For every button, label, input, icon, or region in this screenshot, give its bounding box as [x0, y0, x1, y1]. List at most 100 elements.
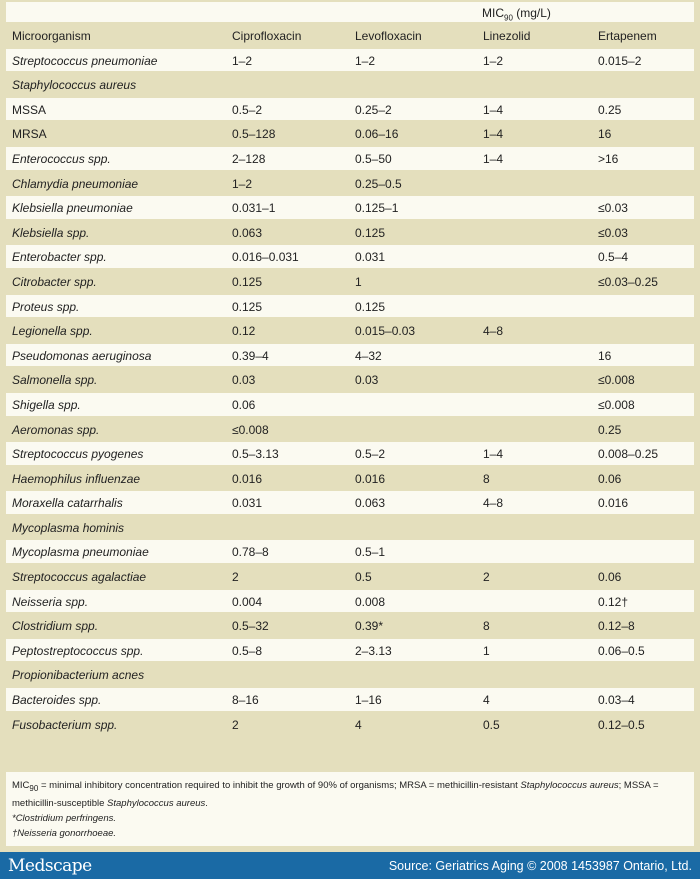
mic-value: 0.5 [355, 570, 372, 585]
mic-value: 0.063 [355, 496, 386, 511]
organism-name: Pseudomonas aeruginosa [12, 348, 152, 363]
mic-value: 0.12 [232, 324, 256, 339]
table-row: Proteus spp. 0.125 0.125 [6, 294, 694, 318]
mic-value: 0.03 [355, 373, 379, 388]
table-row: Neisseria spp. 0.004 0.008 0.12† [6, 589, 694, 613]
mic-value: 1–2 [232, 53, 253, 68]
organism-name: Moraxella catarrhalis [12, 496, 123, 511]
mic-value: 0.125–1 [355, 201, 399, 216]
mic-value: 0.25–2 [355, 102, 392, 117]
organism-name: Klebsiella pneumoniae [12, 201, 133, 216]
organism-name: Aeromonas spp. [12, 422, 100, 437]
mic-value: 0.06 [598, 570, 622, 585]
table-row: MRSA 0.5–128 0.06–16 1–4 16 [6, 122, 694, 145]
mic-value: 0.063 [232, 225, 263, 240]
mic-value: 0.031 [355, 250, 386, 265]
mic-value: 1–4 [483, 151, 504, 166]
organism-name: Fusobacterium spp. [12, 717, 118, 732]
table-row: Moraxella catarrhalis 0.031 0.063 4–8 0.016 [6, 491, 694, 514]
organism-name: Neisseria spp. [12, 594, 89, 609]
mic-value: 0.39–4 [232, 348, 269, 363]
mic-value: 0.008–0.25 [598, 447, 659, 462]
mic-value: 0.06–16 [355, 127, 399, 142]
mic-value: 0.5–2 [355, 447, 386, 462]
mic-value: 1–16 [355, 693, 382, 708]
organism-name: Peptostreptococcus spp. [12, 643, 144, 658]
organism-name: MRSA [12, 127, 47, 142]
mic-value: 0.015–2 [598, 53, 642, 68]
medscape-logo[interactable]: Medscape [8, 856, 92, 876]
mic-value: 0.016–0.031 [232, 250, 299, 265]
col-header: Linezolid [483, 29, 531, 43]
mic-value: 0.5–1 [355, 545, 386, 560]
mic-value: 0.5–50 [355, 151, 392, 166]
table-row: Enterococcus spp. 2–128 0.5–50 1–4 >16 [6, 146, 694, 170]
table-row: Staphylococcus aureus [6, 73, 694, 96]
mic-value: 0.06 [232, 397, 256, 412]
organism-name: Bacteroides spp. [12, 693, 102, 708]
mic-value: 1–2 [355, 53, 376, 68]
mic-value: 0.03–4 [598, 693, 635, 708]
organism-name: Mycoplasma pneumoniae [12, 545, 149, 560]
organism-name: Shigella spp. [12, 397, 81, 412]
table-row: Shigella spp. 0.06 ≤0.008 [6, 392, 694, 416]
mic-value: 0.031 [232, 496, 263, 511]
mic-value: 1–4 [483, 447, 504, 462]
organism-name: Enterococcus spp. [12, 151, 111, 166]
organism-name: Klebsiella spp. [12, 225, 90, 240]
table-row: Bacteroides spp. 8–16 1–16 4 0.03–4 [6, 688, 694, 711]
mic-value: 0.125 [232, 299, 263, 314]
mic-value: 0.78–8 [232, 545, 269, 560]
footnote-asterisk: *Clostridium perfringens. [12, 812, 117, 824]
table-row: Legionella spp. 0.12 0.015–0.03 4–8 [6, 319, 694, 342]
mic-value: ≤0.03 [598, 225, 628, 240]
table-row: Salmonella spp. 0.03 0.03 ≤0.008 [6, 368, 694, 391]
mic-value: 0.125 [355, 225, 386, 240]
mic-value: 0.12–0.5 [598, 717, 645, 732]
mic-value: 0.25–0.5 [355, 176, 402, 191]
column-header-row: Microorganism Ciprofloxacin Levofloxacin… [6, 24, 694, 47]
organism-name: Enterobacter spp. [12, 250, 107, 265]
table-row: Aeromonas spp. ≤0.008 0.25 [6, 418, 694, 441]
mic-value: 0.016 [598, 496, 629, 511]
footnotes: MIC90 = minimal inhibitory concentration… [6, 772, 694, 846]
table-row: Haemophilus influenzae 0.016 0.016 8 0.06 [6, 467, 694, 490]
organism-name: Haemophilus influenzae [12, 471, 141, 486]
mic-table: MIC90 (mg/L) Microorganism Ciprofloxacin… [6, 2, 694, 732]
organism-name: Streptococcus pneumoniae [12, 53, 158, 68]
mic-value: 1–2 [232, 176, 253, 191]
table-row: MSSA 0.5–2 0.25–2 1–4 0.25 [6, 97, 694, 121]
mic-value: 16 [598, 127, 612, 142]
table-row: Mycoplasma pneumoniae 0.78–8 0.5–1 [6, 540, 694, 564]
table-row: Klebsiella pneumoniae 0.031–1 0.125–1 ≤0.03 [6, 196, 694, 219]
mic-value: 8 [483, 471, 490, 486]
mic-value: 0.5 [483, 717, 500, 732]
organism-name: Propionibacterium acnes [12, 668, 145, 683]
organism-name: MSSA [12, 102, 47, 117]
mic-value: 0.004 [232, 594, 263, 609]
mic-value: 0.016 [355, 471, 386, 486]
mic-value: 0.015–0.03 [355, 324, 416, 339]
organism-name: Chlamydia pneumoniae [12, 176, 139, 191]
table-row: Streptococcus agalactiae 2 0.5 2 0.06 [6, 565, 694, 588]
mic-value: 0.5–8 [232, 643, 263, 658]
mic-value: 0.5–128 [232, 127, 276, 142]
organism-name: Legionella spp. [12, 324, 93, 339]
mic-value: ≤0.008 [232, 422, 269, 437]
mic-value: 4 [355, 717, 362, 732]
mic-value: ≤0.008 [598, 397, 635, 412]
organism-name: Streptococcus pyogenes [12, 447, 144, 462]
mic-value: 8 [483, 619, 490, 634]
mic-value: 0.008 [355, 594, 386, 609]
organism-name: Citrobacter spp. [12, 274, 97, 289]
organism-name: Mycoplasma hominis [12, 520, 125, 535]
organism-name: Clostridium spp. [12, 619, 99, 634]
mic-value: 0.25 [598, 422, 622, 437]
mic-value: 0.031–1 [232, 201, 276, 216]
mic-value: 0.03 [232, 373, 256, 388]
mic-value: 0.06 [598, 471, 622, 486]
footnote-abbreviations: MIC90 = minimal inhibitory concentration… [12, 780, 659, 809]
mic-value: 4 [483, 693, 490, 708]
mic-value: 16 [598, 348, 612, 363]
mic-value: 0.5–32 [232, 619, 269, 634]
